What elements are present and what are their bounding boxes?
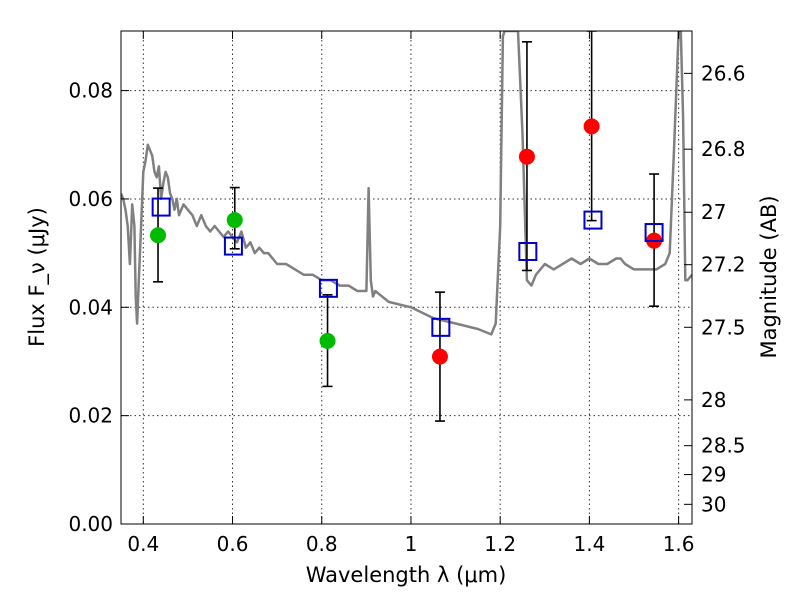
y-tick-label: 0.00 bbox=[68, 512, 113, 536]
magnitude-tick-label: 27.2 bbox=[701, 253, 746, 277]
model-point-square bbox=[518, 241, 538, 261]
data-point-circle bbox=[150, 227, 167, 244]
y-tick-label: 0.02 bbox=[68, 404, 113, 428]
magnitude-tick-label: 27 bbox=[701, 200, 726, 224]
x-tick-label: 1.4 bbox=[573, 532, 605, 556]
magnitude-tick-label: 26.8 bbox=[701, 137, 746, 161]
x-tick-label: 0.4 bbox=[127, 532, 159, 556]
x-tick-label: 1.6 bbox=[663, 532, 695, 556]
data-point-circle bbox=[319, 332, 336, 349]
model-point-square bbox=[223, 236, 243, 256]
magnitude-tick-label: 30 bbox=[701, 492, 726, 516]
model-point-square bbox=[583, 210, 603, 230]
x-tick-label: 0.8 bbox=[306, 532, 338, 556]
magnitude-tick-label: 28 bbox=[701, 388, 726, 412]
x-tick-label: 0.6 bbox=[217, 532, 249, 556]
data-markers bbox=[150, 118, 664, 365]
magnitude-axis-ticks: 26.6 26.8 27 27.2 27.5 28 28.5 29 30 bbox=[684, 61, 746, 516]
model-point-square bbox=[318, 278, 338, 298]
data-point-circle bbox=[226, 212, 243, 229]
x-axis-ticks: 0.4 0.6 0.8 1 1.2 1.4 1.6 bbox=[127, 31, 695, 556]
data-point-circle bbox=[431, 348, 448, 365]
y-tick-label: 0.08 bbox=[68, 79, 113, 103]
magnitude-axis-label: Magnitude (AB) bbox=[757, 195, 781, 358]
model-point-square bbox=[151, 197, 171, 217]
model-point-square bbox=[644, 223, 664, 243]
y-axis-label: Flux F_ν (μJy) bbox=[25, 207, 50, 347]
magnitude-tick-label: 29 bbox=[701, 463, 726, 487]
data-point-circle bbox=[583, 118, 600, 135]
x-axis-label: Wavelength λ (μm) bbox=[306, 563, 507, 587]
magnitude-tick-label: 28.5 bbox=[701, 434, 746, 458]
y-tick-label: 0.04 bbox=[68, 295, 113, 319]
x-tick-label: 1.2 bbox=[484, 532, 516, 556]
plot-background bbox=[121, 31, 692, 524]
magnitude-tick-label: 27.5 bbox=[701, 315, 746, 339]
y-axis-ticks: 0.00 0.02 0.04 0.06 0.08 bbox=[68, 79, 129, 536]
y-tick-label: 0.06 bbox=[68, 187, 113, 211]
model-point-square bbox=[431, 317, 451, 337]
x-tick-label: 1 bbox=[405, 532, 418, 556]
data-point-circle bbox=[518, 148, 535, 165]
magnitude-tick-label: 26.6 bbox=[701, 61, 746, 85]
plot-frame bbox=[120, 30, 693, 525]
template-spectrum-line bbox=[121, 31, 692, 336]
grid-lines bbox=[121, 31, 692, 524]
